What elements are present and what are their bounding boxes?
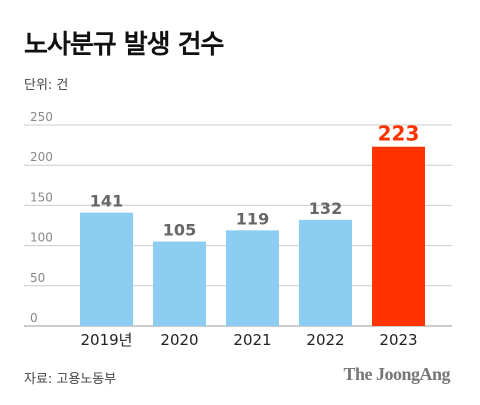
y-tick-label: 50 xyxy=(30,271,45,285)
y-tick-label: 150 xyxy=(30,190,53,204)
x-tick-label: 2023 xyxy=(379,331,417,349)
x-tick-label: 2022 xyxy=(306,331,344,349)
chart-title: 노사분규 발생 건수 xyxy=(24,30,224,60)
data-label: 119 xyxy=(236,209,269,228)
y-tick-label: 100 xyxy=(30,231,53,245)
y-tick-label: 0 xyxy=(30,311,38,325)
source-note: 자료: 고용노동부 xyxy=(24,372,117,387)
y-tick-label: 250 xyxy=(30,110,53,124)
x-tick-label: 2021 xyxy=(233,331,271,349)
data-label: 223 xyxy=(378,122,420,146)
bar xyxy=(153,241,206,326)
bar xyxy=(299,219,352,326)
data-label: 132 xyxy=(309,199,342,218)
data-label: 141 xyxy=(90,192,123,211)
y-tick-label: 200 xyxy=(30,150,53,164)
x-tick-label: 2020 xyxy=(160,331,198,349)
x-tick-label: 2019년 xyxy=(81,331,133,349)
data-label: 105 xyxy=(163,221,196,240)
brand-logo: The JoongAng xyxy=(343,364,450,384)
bar xyxy=(80,212,133,326)
unit-label: 단위: 건 xyxy=(24,78,69,93)
bar xyxy=(226,230,279,326)
bar xyxy=(372,146,425,326)
